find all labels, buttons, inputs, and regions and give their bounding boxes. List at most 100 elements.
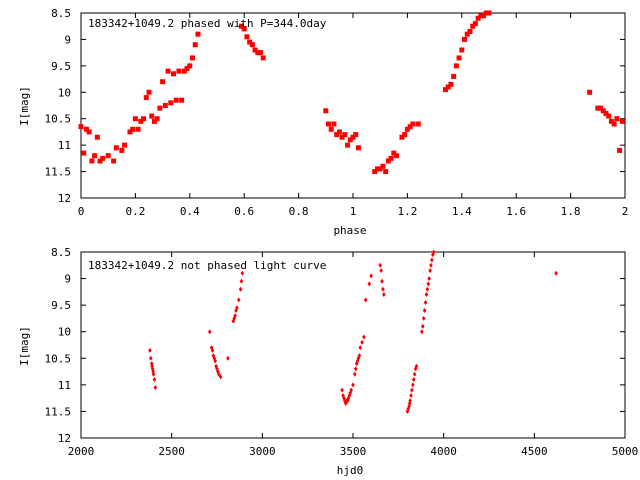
data-point: [127, 129, 133, 135]
data-point: [239, 278, 244, 284]
chart-title: 183342+1049.2 not phased light curve: [88, 259, 326, 272]
data-point: [157, 105, 163, 111]
data-point: [402, 132, 408, 138]
data-point: [381, 286, 385, 292]
data-point: [478, 13, 484, 19]
data-points: [148, 249, 558, 414]
data-point: [430, 257, 434, 263]
y-tick-label: 10: [58, 326, 71, 339]
data-point: [207, 329, 212, 335]
data-point: [89, 158, 95, 164]
x-tick-label: 1.6: [506, 205, 526, 218]
data-point: [429, 262, 433, 268]
data-point: [235, 305, 239, 311]
y-axis-label: I[mag]: [18, 326, 31, 366]
data-point: [130, 126, 136, 132]
data-point: [255, 50, 261, 56]
y-tick-label: 11: [58, 379, 71, 392]
data-point: [407, 400, 412, 406]
data-point: [424, 292, 429, 298]
data-point: [146, 89, 152, 95]
data-point: [179, 97, 185, 103]
y-tick-label: 8.5: [51, 246, 71, 259]
data-point: [464, 31, 470, 37]
x-tick-label: 3500: [340, 445, 367, 458]
data-point: [378, 262, 382, 268]
data-point: [241, 26, 247, 32]
data-point: [162, 103, 168, 108]
data-point: [420, 329, 424, 335]
data-point: [132, 116, 138, 122]
data-point: [113, 145, 119, 151]
data-point: [445, 84, 451, 90]
data-point: [247, 39, 253, 45]
x-tick-label: 1.4: [452, 205, 472, 218]
data-point: [598, 105, 604, 111]
data-point: [414, 363, 419, 369]
data-point: [151, 371, 156, 377]
data-point: [587, 89, 593, 95]
data-point: [425, 286, 430, 292]
data-point: [187, 63, 193, 69]
data-point: [149, 355, 153, 361]
data-point: [451, 73, 457, 79]
data-point: [236, 297, 241, 303]
data-point: [81, 150, 87, 156]
y-tick-label: 8.5: [51, 7, 71, 20]
data-point: [410, 121, 416, 127]
data-point: [342, 395, 346, 401]
data-point: [232, 315, 237, 321]
y-tick-label: 9.5: [51, 299, 71, 312]
data-point: [353, 366, 358, 372]
data-point: [600, 108, 606, 114]
data-point: [404, 126, 410, 132]
y-tick-label: 11.5: [45, 405, 72, 418]
data-point: [328, 126, 334, 132]
data-point: [358, 345, 363, 351]
data-point: [345, 142, 351, 148]
data-point: [343, 398, 347, 404]
data-point: [394, 153, 400, 159]
data-point: [334, 132, 340, 138]
x-tick-label: 1.2: [397, 205, 417, 218]
x-tick-label: 0.8: [289, 205, 309, 218]
data-point: [353, 132, 359, 138]
data-point: [244, 34, 250, 40]
data-point: [97, 158, 103, 164]
data-point: [347, 392, 352, 398]
data-point: [409, 392, 413, 398]
data-point: [211, 353, 216, 359]
plot-frame: [80, 12, 626, 199]
data-point: [349, 387, 353, 393]
data-point: [608, 118, 614, 124]
data-point: [184, 66, 190, 71]
data-point: [379, 268, 383, 274]
data-point: [459, 47, 465, 53]
chart-title: 183342+1049.2 phased with P=344.0day: [88, 17, 327, 30]
y-tick-label: 9: [64, 273, 71, 286]
data-point: [483, 10, 489, 16]
data-point: [431, 249, 436, 255]
y-tick-label: 9.5: [51, 60, 71, 73]
data-point: [369, 273, 373, 279]
data-point: [192, 42, 198, 48]
data-point: [176, 68, 182, 74]
data-point: [153, 385, 158, 391]
data-point: [86, 129, 92, 135]
data-point: [141, 116, 147, 122]
data-point: [430, 252, 435, 258]
x-tick-label: 2: [622, 205, 629, 218]
data-point: [105, 153, 111, 159]
data-point: [426, 281, 431, 287]
data-point: [481, 13, 487, 19]
data-point: [149, 113, 155, 119]
data-point: [336, 129, 342, 135]
data-point: [353, 371, 357, 377]
data-point: [383, 169, 389, 175]
data-point: [363, 297, 368, 303]
data-point: [391, 150, 397, 156]
x-tick-label: 0.2: [125, 205, 145, 218]
data-point: [173, 97, 179, 103]
data-point: [595, 105, 601, 111]
data-point: [351, 382, 355, 388]
